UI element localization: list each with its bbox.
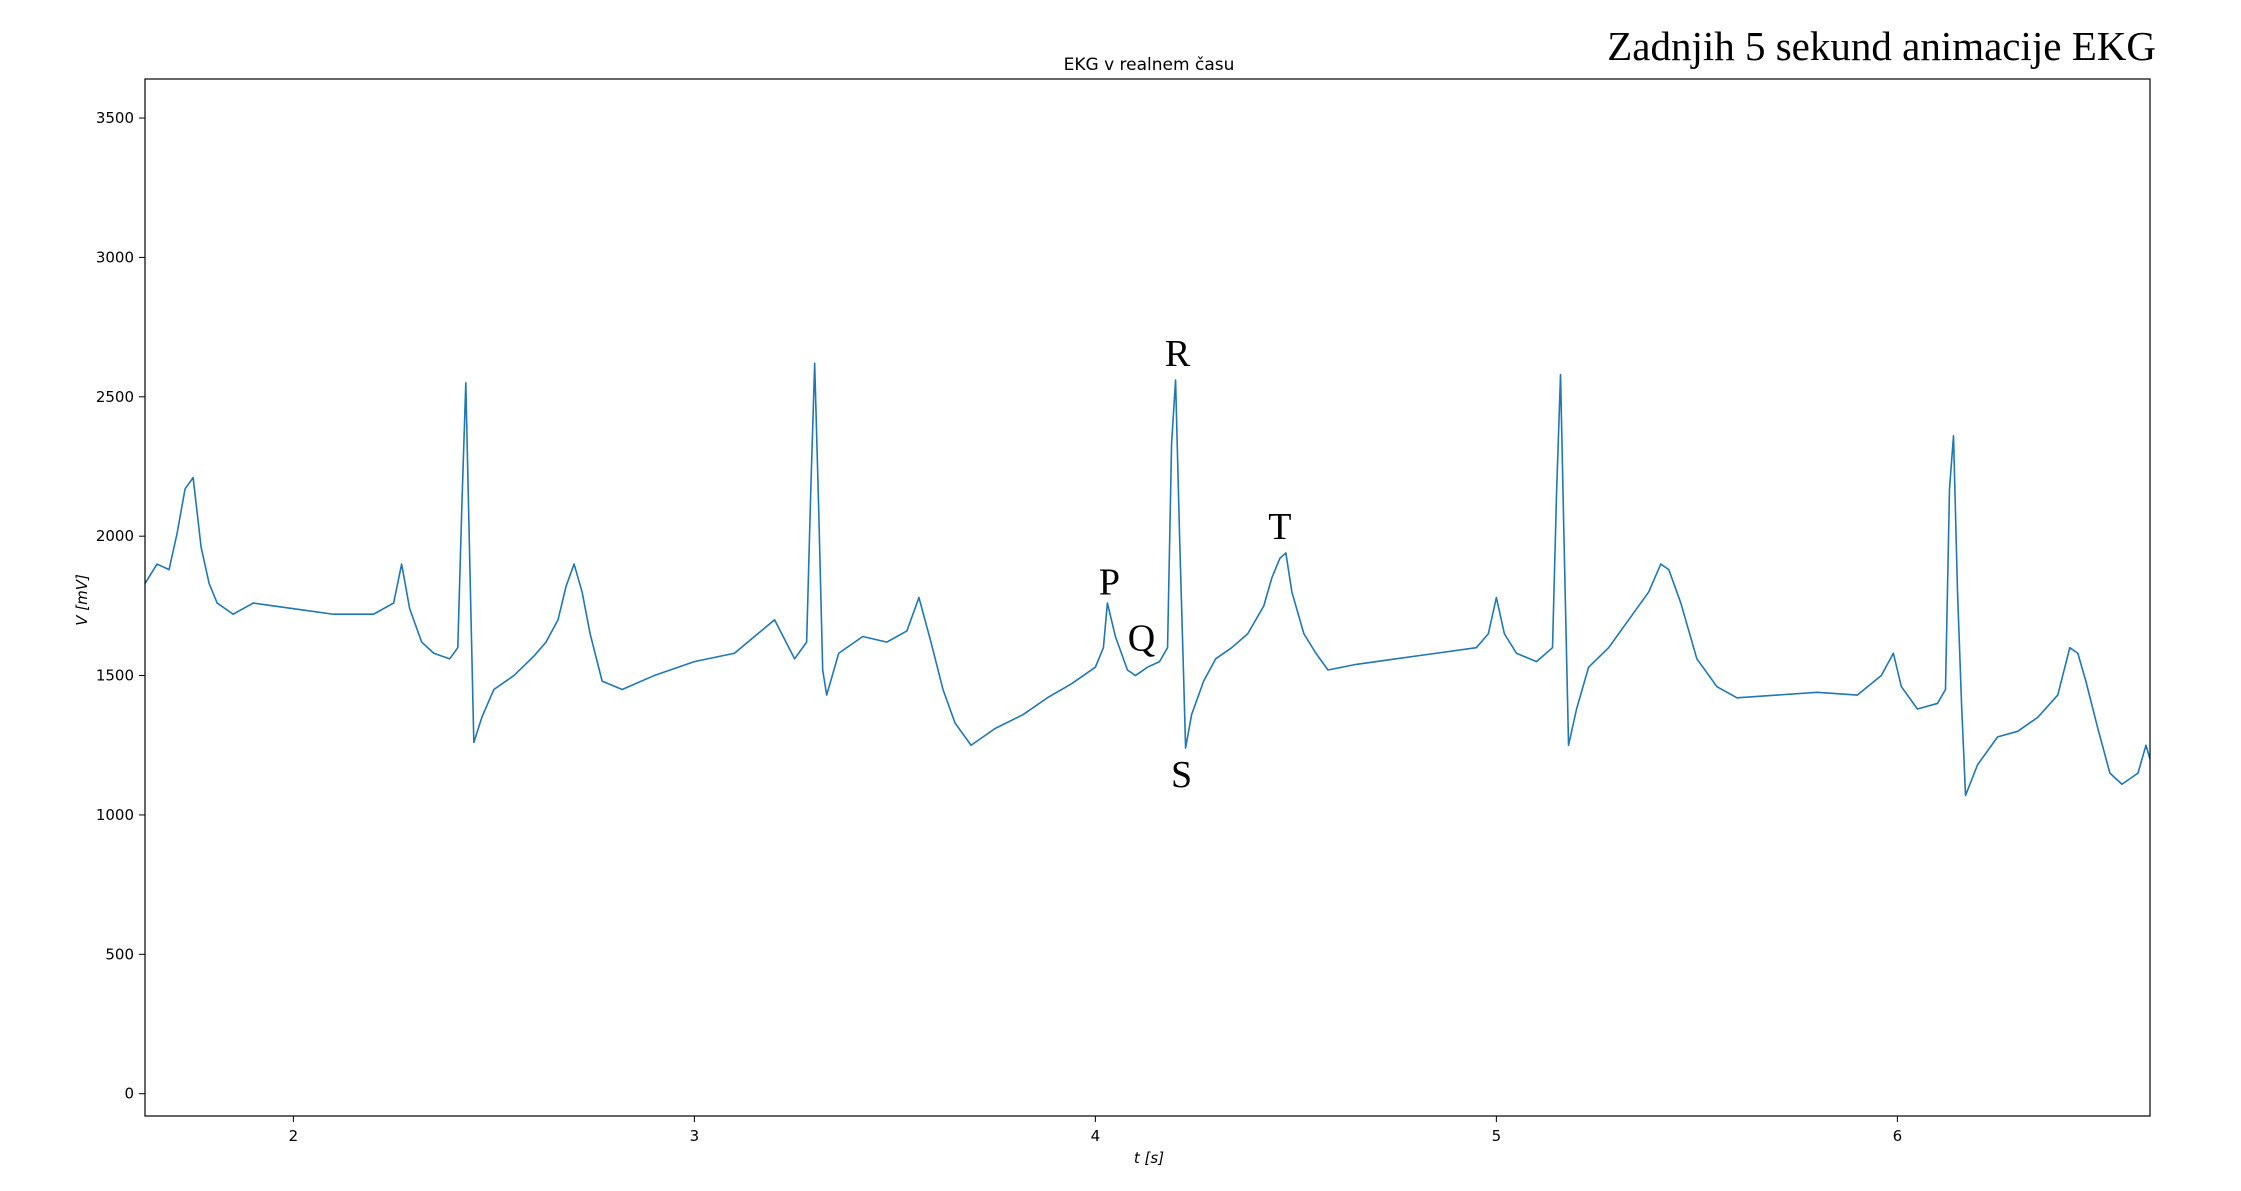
x-tick-label: 5 xyxy=(1492,1127,1502,1145)
y-tick-label: 500 xyxy=(105,945,134,963)
annotation-q: Q xyxy=(1128,617,1155,659)
annotation-s: S xyxy=(1171,754,1192,796)
x-tick-label: 6 xyxy=(1893,1127,1903,1145)
plot-frame xyxy=(144,78,2151,1117)
y-tick-label: 2000 xyxy=(96,527,134,545)
y-tick-label: 3500 xyxy=(96,109,134,127)
y-axis-label: V [mV] xyxy=(73,574,91,626)
ekg-series-line-0 xyxy=(145,362,2150,797)
y-tick-label: 1000 xyxy=(96,806,134,824)
y-tick-label: 0 xyxy=(124,1085,134,1103)
y-tick-label: 3000 xyxy=(96,248,134,266)
x-tick-label: 2 xyxy=(289,1127,299,1145)
y-tick-label: 1500 xyxy=(96,667,134,685)
annotation-p: P xyxy=(1099,562,1120,604)
x-tick-label: 4 xyxy=(1091,1127,1101,1145)
y-tick-label: 2500 xyxy=(96,388,134,406)
chart-title: EKG v realnem času xyxy=(1064,55,1235,75)
x-axis-label: t [s] xyxy=(1134,1149,1164,1167)
annotation-t: T xyxy=(1268,506,1291,548)
animation-caption: Zadnjih 5 sekund animacije EKG xyxy=(1607,23,2156,69)
y-axis: 0 500 1000 1500 2000 2500 3000 3500 xyxy=(96,109,145,1103)
plot-area xyxy=(144,78,2151,1117)
wave-annotations: PQ R T S xyxy=(1099,333,1292,796)
x-axis: 2 3 4 5 6 xyxy=(289,1116,1903,1145)
annotation-r: R xyxy=(1165,333,1191,375)
x-tick-label: 3 xyxy=(690,1127,700,1145)
